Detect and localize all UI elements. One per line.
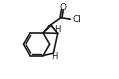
Text: Cl: Cl [72,15,81,24]
Text: H: H [51,52,57,61]
Text: H: H [54,25,60,34]
Polygon shape [50,24,58,33]
Text: O: O [59,3,66,12]
